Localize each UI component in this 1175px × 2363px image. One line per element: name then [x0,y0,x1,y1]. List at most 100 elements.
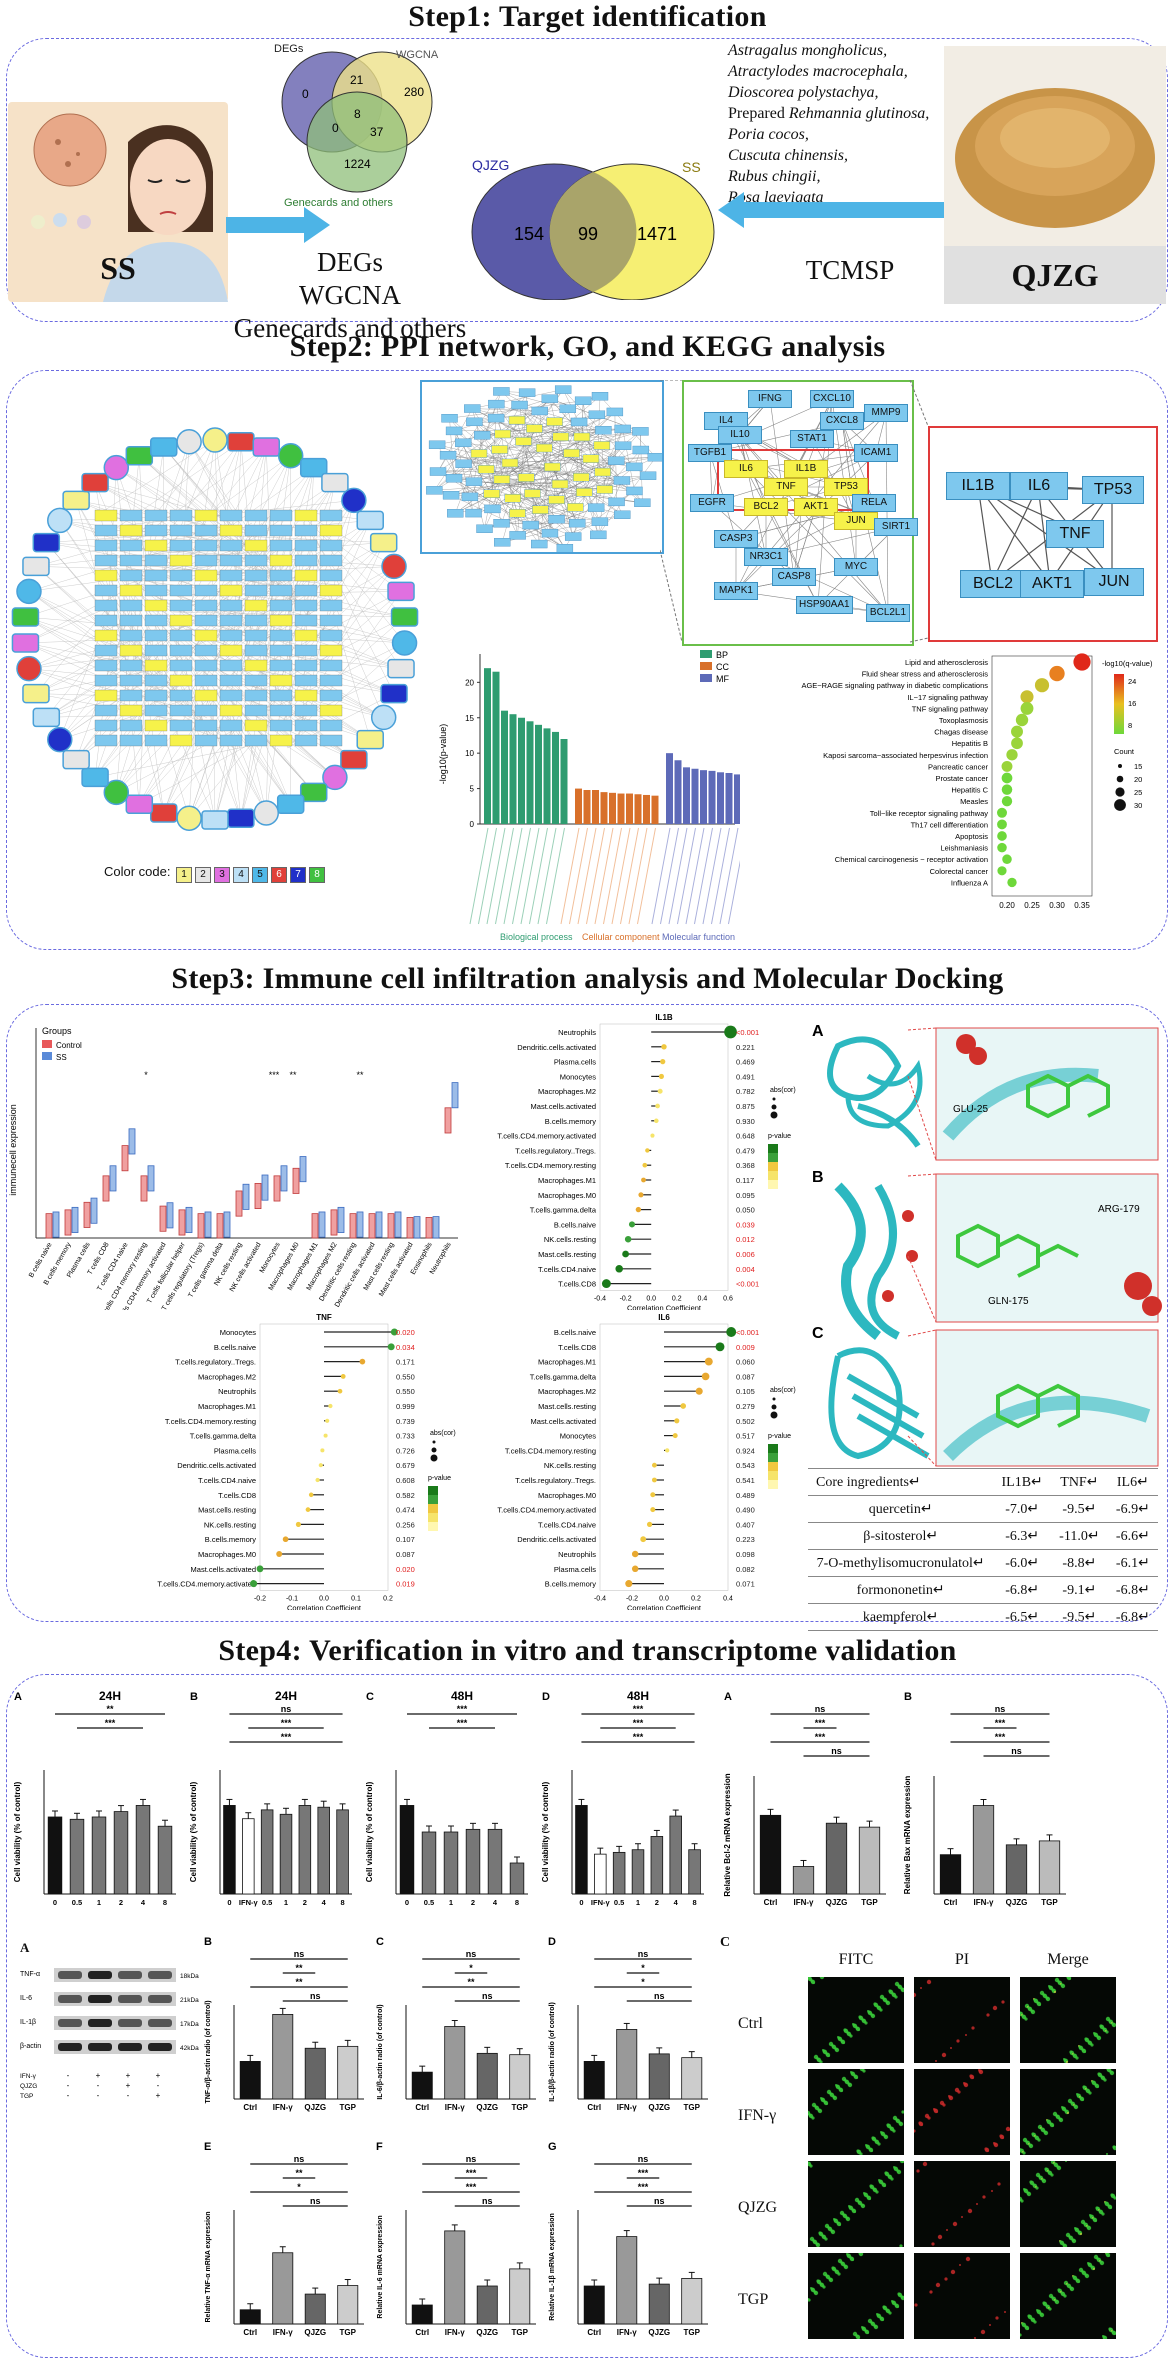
y-axis-label: Relative TNF-α mRNA expression [205,2211,212,2322]
core-node-il6[interactable]: IL6 [1010,472,1068,500]
bar [411,2071,433,2100]
gene-node [169,614,193,627]
ppi-node[interactable]: TGFB1 [688,444,732,462]
fluor-cell [832,2095,838,2101]
fluor-cell [873,2324,879,2330]
bar [575,1805,588,1895]
ppi-node[interactable]: STAT1 [790,430,834,448]
lollipop-dot [340,1373,346,1379]
ppi-node[interactable]: IL6 [724,460,768,478]
lollipop-dot [726,1327,737,1337]
kegg-count-dot [1116,775,1124,783]
box [216,1213,224,1239]
ppi-node[interactable]: HSP90AA1 [796,596,853,614]
ppi-node[interactable]: BCL2L1 [866,604,910,622]
ppi-node [544,462,561,472]
ppi-edge [469,400,584,497]
venn2-right-only: 1471 [637,224,677,244]
ppi-edge [501,396,601,480]
go-term-label [728,859,740,925]
network-edge [25,642,224,733]
fluor-cell [957,2090,961,2094]
ppi-node [473,431,491,440]
step1-panel [6,38,1168,322]
panel-label: C [376,1936,384,1948]
time-label: 24H [99,1690,121,1703]
go-term-label [486,827,506,925]
ppi-node[interactable]: MMP9 [864,404,908,422]
network-edge [139,742,253,805]
core-node-tnf[interactable]: TNF [1046,520,1104,548]
kegg-pathway-label: Measles [960,797,988,806]
kegg-dot [1002,854,1012,864]
go-bar [626,793,633,824]
fluor-cell [879,2008,883,2012]
core-node-akt1[interactable]: AKT1 [1020,570,1084,598]
lollipop-xtick: -0.2 [620,1295,632,1302]
x-tick-label: 8 [515,1898,519,1907]
blot-band [118,1995,142,2003]
core-node-il1b[interactable]: IL1B [946,472,1010,500]
gene-node [219,614,243,627]
lollipop-pvalue: 0.550 [396,1372,415,1381]
ppi-node[interactable]: IL1B [784,460,828,478]
bar [298,1805,312,1895]
ppi-node[interactable]: CXCL8 [820,412,864,430]
pvalue-swatch [768,1462,778,1471]
go-term-label [586,827,605,925]
bar [272,2014,294,2100]
kegg-pathway-label: Toxoplasmosis [939,716,988,725]
ppi-node[interactable]: IFNG [748,390,792,408]
fluor-cell [902,2161,904,2163]
lollipop-tnf: TNF Monocytes 0.020 B.cells.naive 0.034 T.cel… [157,1313,455,1610]
fluor-image [808,2161,904,2247]
ppi-node [554,385,572,394]
ppi-node[interactable]: TP53 [824,478,868,496]
fluor-cell [871,2150,873,2152]
core-node-tp53[interactable]: TP53 [1082,476,1144,504]
ppi-node[interactable]: MYC [834,558,878,576]
ppi-node[interactable]: TNF [764,478,808,496]
table-cell: -7.0↵ [993,1495,1051,1523]
color-code-swatch: 5 [252,867,268,883]
sig-label: ns [1011,1746,1022,1756]
ppi-node[interactable]: CASP8 [772,568,816,586]
go-bar [535,724,542,824]
fluor-cell [1039,2004,1041,2006]
lollipop-pvalue: 0.582 [396,1491,415,1500]
fluor-cell [1109,2070,1115,2076]
ppi-node[interactable]: NR3C1 [744,548,788,566]
ppi-node [606,407,624,417]
compound-node [22,556,50,577]
ppi-node[interactable]: AKT1 [794,498,838,516]
table-cell: -6.3↵ [993,1522,1051,1550]
ppi-node[interactable]: RELA [852,494,896,512]
ppi-edge [534,389,564,429]
ppi-node[interactable]: EGFR [690,494,734,512]
gene-node [119,659,143,672]
ppi-node[interactable]: CXCL10 [810,390,854,408]
box-legend-title: Groups [42,1026,72,1036]
lollipop-dot [658,1073,664,1079]
go-y-tick-label: 15 [465,714,474,723]
x-tick-label: 8 [340,1898,344,1907]
fluor-cell [916,2169,920,2173]
ppi-node[interactable]: ICAM1 [854,444,898,462]
fluor-cell [987,2150,989,2152]
fluor-cell [892,2129,896,2133]
fluor-cell [1048,2307,1052,2311]
ppi-node[interactable]: MAPK1 [714,582,758,600]
ppi-node[interactable]: BCL2 [744,498,788,516]
core-node-jun[interactable]: JUN [1084,568,1144,596]
x-tick-label: 2 [119,1898,123,1907]
ppi-node [493,387,510,396]
core-node-bcl2[interactable]: BCL2 [960,570,1026,598]
ppi-node[interactable]: CASP3 [714,530,758,548]
ppi-node [591,392,609,401]
ppi-node[interactable]: SIRT1 [874,518,918,536]
compound-node [32,707,61,728]
network-edge [46,556,289,718]
box [204,1211,212,1238]
ppi-node[interactable]: IL10 [718,426,762,444]
go-bar [492,671,500,824]
